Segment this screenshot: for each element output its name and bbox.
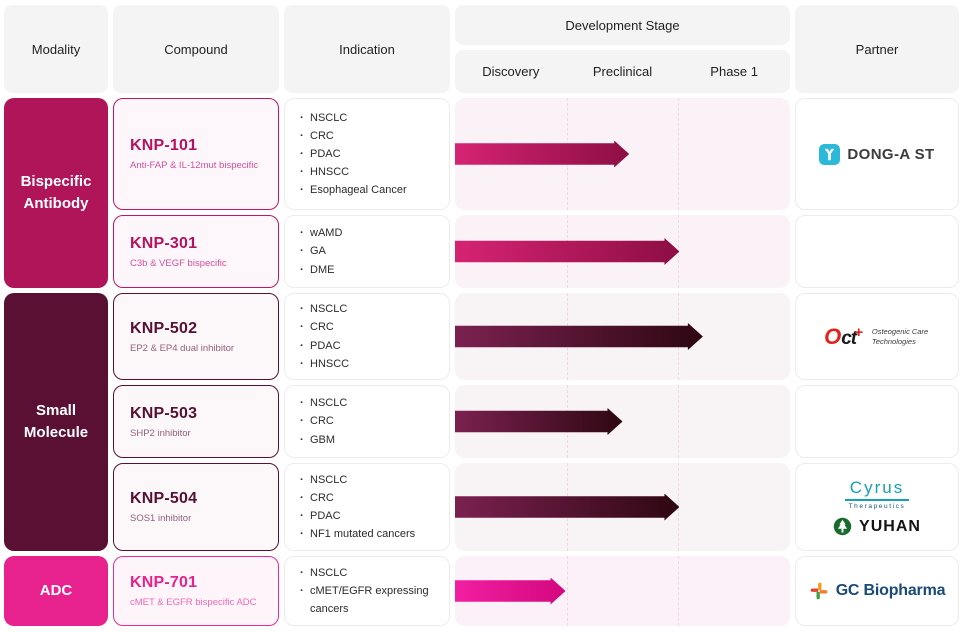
stage-label-discovery: Discovery	[482, 64, 540, 79]
stage-divider	[678, 556, 680, 626]
partner-name: Cyrus	[844, 478, 910, 501]
partner-name: Osteogenic Care Technologies	[871, 326, 929, 346]
oct-plus-icon: +	[854, 323, 863, 341]
compound-mechanism: cMET & EGFR bispecific ADC	[130, 597, 257, 608]
oct-logo: Oct+ Osteogenic Care Technologies	[824, 324, 930, 350]
stage-cell	[455, 293, 790, 380]
oct-wordmark: Oct+	[824, 323, 863, 349]
partner-cell: DONG-A ST	[795, 98, 959, 210]
indication-item: wAMD	[299, 224, 441, 242]
stage-cell	[455, 215, 790, 288]
compound-name: KNP-301	[130, 234, 198, 252]
gc-biopharma-logo: GC Biopharma	[809, 581, 946, 601]
yuhan-tree-icon	[833, 517, 852, 536]
indication-item: PDAC	[299, 337, 441, 355]
compound-card-knp-101: KNP-101 Anti-FAP & IL-12mut bispecific	[113, 98, 279, 210]
compound-mechanism: EP2 & EP4 dual inhibitor	[130, 342, 235, 354]
compound-mechanism: SOS1 inhibitor	[130, 513, 192, 524]
indication-item: cMET/EGFR expressing cancers	[299, 582, 441, 618]
progress-arrow	[455, 238, 679, 265]
indication-item: CRC	[299, 489, 441, 507]
stage-cell	[455, 463, 790, 551]
indication-item: NSCLC	[299, 109, 441, 127]
dong-a-st-logo: DONG-A ST	[819, 143, 935, 165]
cyrus-subtitle: Therapeutics	[848, 503, 906, 510]
progress-arrow	[455, 323, 703, 350]
stage-cell	[455, 556, 790, 626]
indication-item: DME	[299, 261, 441, 279]
compound-name: KNP-701	[130, 574, 198, 591]
indication-item: NF1 mutated cancers	[299, 525, 441, 543]
column-header-compound: Compound	[113, 5, 279, 93]
partner-cell: Cyrus Therapeutics YUHAN	[795, 463, 959, 551]
column-header-indication: Indication	[284, 5, 450, 93]
compound-mechanism: C3b & VEGF bispecific	[130, 257, 227, 269]
stage-divider	[566, 556, 568, 626]
compound-mechanism: SHP2 inhibitor	[130, 427, 191, 439]
indication-item: Esophageal Cancer	[299, 181, 441, 199]
partner-name: DONG-A ST	[847, 145, 935, 163]
partner-cell: Oct+ Osteogenic Care Technologies	[795, 293, 959, 380]
indication-cell: NSCLC CRC PDAC NF1 mutated cancers	[284, 463, 450, 551]
cyrus-logo: Cyrus Therapeutics	[844, 478, 910, 510]
indication-cell: wAMD GA DME	[284, 215, 450, 288]
progress-arrow	[455, 578, 566, 605]
indication-item: HNSCC	[299, 163, 441, 181]
indication-item: NSCLC	[299, 300, 441, 318]
compound-card-knp-504: KNP-504 SOS1 inhibitor	[113, 463, 279, 551]
indication-item: GA	[299, 242, 441, 260]
dong-a-icon	[819, 143, 841, 165]
stage-divider	[678, 98, 680, 210]
indication-item: PDAC	[299, 145, 441, 163]
progress-arrow	[455, 408, 623, 435]
modality-adc: ADC	[4, 556, 108, 626]
column-header-development-stage: Development Stage	[455, 5, 790, 45]
gc-biopharma-cross-icon	[809, 581, 829, 601]
indication-item: NSCLC	[299, 564, 441, 582]
indication-item: NSCLC	[299, 471, 441, 489]
indication-item: CRC	[299, 318, 441, 336]
indication-item: GBM	[299, 431, 441, 449]
indication-cell: NSCLC CRC PDAC HNSCC	[284, 293, 450, 380]
indication-item: PDAC	[299, 507, 441, 525]
compound-name: KNP-101	[130, 137, 198, 154]
progress-arrow	[455, 494, 679, 521]
indication-cell: NSCLC CRC PDAC HNSCC Esophageal Cancer	[284, 98, 450, 210]
partner-name: YUHAN	[859, 517, 921, 535]
compound-name: KNP-504	[130, 490, 198, 507]
compound-card-knp-502: KNP-502 EP2 & EP4 dual inhibitor	[113, 293, 279, 380]
yuhan-logo: YUHAN	[833, 517, 921, 536]
indication-cell: NSCLC cMET/EGFR expressing cancers	[284, 556, 450, 626]
indication-cell: NSCLC CRC GBM	[284, 385, 450, 458]
compound-name: KNP-502	[130, 319, 198, 337]
column-header-modality: Modality	[4, 5, 108, 93]
indication-item: CRC	[299, 127, 441, 145]
compound-card-knp-301: KNP-301 C3b & VEGF bispecific	[113, 215, 279, 288]
stage-cell	[455, 98, 790, 210]
partner-cell: GC Biopharma	[795, 556, 959, 626]
stage-label-preclinical: Preclinical	[592, 64, 653, 79]
indication-item: CRC	[299, 412, 441, 430]
indication-item: NSCLC	[299, 394, 441, 412]
modality-bispecific-antibody: Bispecific Antibody	[4, 98, 108, 288]
indication-item: HNSCC	[299, 355, 441, 373]
partner-cell-empty	[795, 385, 959, 458]
compound-mechanism: Anti-FAP & IL-12mut bispecific	[130, 160, 259, 171]
modality-small-molecule: Small Molecule	[4, 293, 108, 551]
stage-divider	[678, 385, 680, 458]
compound-card-knp-701: KNP-701 cMET & EGFR bispecific ADC	[113, 556, 279, 626]
compound-card-knp-503: KNP-503 SHP2 inhibitor	[113, 385, 279, 458]
compound-name: KNP-503	[130, 404, 198, 422]
progress-arrow	[455, 141, 629, 168]
stage-label-phase1: Phase 1	[710, 64, 758, 79]
partner-cell-empty	[795, 215, 959, 288]
stage-cell	[455, 385, 790, 458]
partner-name: GC Biopharma	[835, 582, 946, 599]
column-header-partner: Partner	[795, 5, 959, 93]
stage-subheader: Discovery Preclinical Phase 1	[455, 50, 790, 93]
